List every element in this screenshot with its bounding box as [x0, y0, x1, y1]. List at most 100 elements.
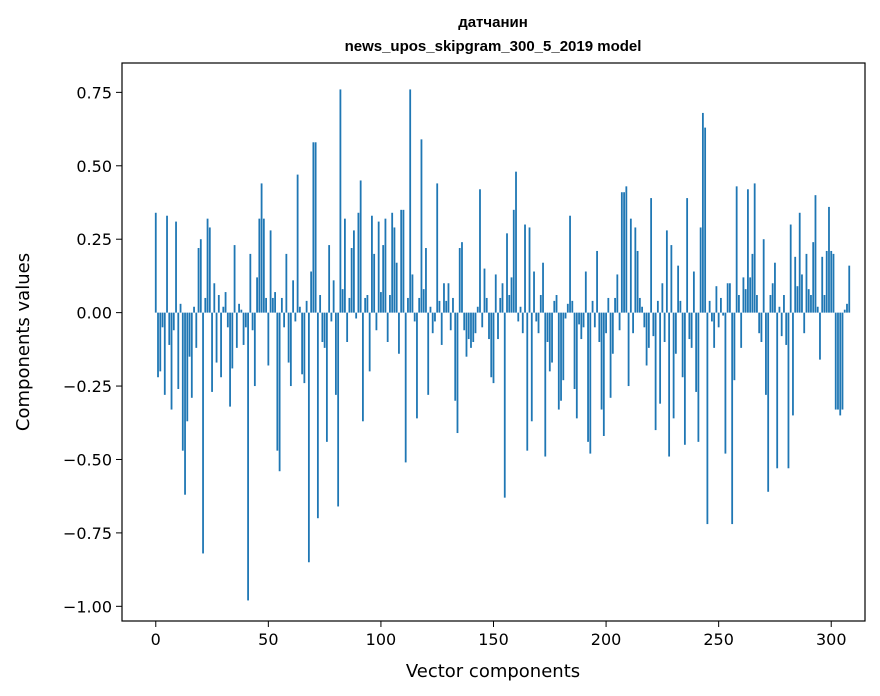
bar: [184, 312, 186, 495]
bar: [686, 198, 689, 313]
bar: [181, 312, 184, 451]
y-axis-label: Components values: [13, 253, 34, 431]
bar: [474, 312, 477, 334]
bar: [571, 300, 574, 313]
bar: [596, 250, 598, 313]
bar: [812, 242, 815, 313]
bar: [517, 312, 520, 322]
bar: [816, 306, 819, 313]
bar: [774, 262, 776, 313]
bar: [195, 312, 198, 348]
bar: [569, 215, 571, 313]
bar: [409, 89, 412, 313]
bar: [584, 271, 587, 313]
bar: [792, 312, 794, 416]
bar: [458, 248, 461, 313]
bar: [276, 312, 279, 451]
bar: [325, 312, 328, 442]
bar: [672, 312, 675, 419]
bar: [217, 295, 220, 313]
bar: [395, 262, 398, 313]
bar: [431, 312, 434, 334]
bar: [789, 224, 792, 313]
bar: [357, 212, 360, 313]
bars-group: [154, 89, 851, 601]
bar: [814, 195, 817, 313]
bar: [199, 239, 202, 313]
bar: [362, 312, 364, 422]
bar: [537, 312, 540, 334]
bar: [170, 312, 173, 410]
bar: [843, 309, 846, 313]
bar: [449, 312, 452, 331]
bar: [339, 89, 342, 313]
bar: [280, 297, 283, 313]
bar: [645, 312, 648, 366]
bar: [573, 312, 576, 389]
bar: [400, 209, 403, 313]
bar: [551, 312, 553, 363]
bar: [533, 271, 535, 313]
bar: [697, 312, 700, 442]
bar: [476, 306, 479, 313]
bar: [819, 312, 821, 360]
bar: [713, 312, 716, 348]
x-axis-ticks: 0 50 100 150 200 250 300: [151, 621, 847, 649]
bar: [465, 312, 468, 357]
bar: [591, 300, 594, 313]
bar: [247, 312, 249, 601]
bar: [188, 312, 191, 357]
bar: [163, 312, 166, 395]
bar: [359, 180, 362, 313]
bar: [224, 292, 227, 313]
bar: [681, 312, 684, 378]
bar: [598, 312, 601, 342]
bar: [805, 253, 808, 313]
bar: [722, 312, 725, 316]
bar: [701, 112, 704, 313]
bar: [488, 312, 490, 340]
bar: [711, 312, 713, 322]
bar: [436, 183, 439, 313]
bar: [175, 221, 177, 313]
bar: [683, 312, 686, 445]
bar: [402, 209, 405, 313]
bar: [650, 198, 653, 313]
bar: [389, 295, 391, 313]
bar: [659, 312, 662, 404]
bar: [440, 312, 443, 345]
bar: [303, 312, 306, 384]
bar: [452, 297, 454, 313]
bar: [560, 312, 562, 401]
bar: [407, 297, 409, 313]
bar: [580, 312, 583, 340]
bar: [186, 312, 189, 422]
bar: [506, 233, 508, 313]
x-tick-label: 50: [258, 630, 278, 649]
bar: [690, 312, 693, 348]
bar: [503, 312, 506, 498]
bar: [841, 312, 844, 410]
bar: [717, 312, 720, 328]
bar: [704, 127, 707, 313]
bar: [226, 312, 229, 328]
bar: [695, 312, 698, 392]
y-tick-label: −1.00: [63, 597, 112, 616]
bar: [197, 248, 200, 313]
bar: [472, 312, 475, 342]
bar: [301, 312, 304, 375]
bar: [294, 312, 297, 322]
bar: [346, 312, 349, 342]
bar: [353, 230, 355, 313]
bar: [334, 312, 337, 395]
y-tick-label: −0.50: [63, 450, 112, 469]
y-tick-label: 0.75: [76, 83, 112, 102]
bar: [461, 242, 463, 313]
bar: [629, 218, 632, 313]
bar: [535, 312, 538, 322]
bar: [305, 300, 308, 313]
bar: [470, 312, 472, 348]
bar: [438, 300, 441, 313]
bar: [443, 283, 445, 313]
bar: [771, 283, 774, 313]
